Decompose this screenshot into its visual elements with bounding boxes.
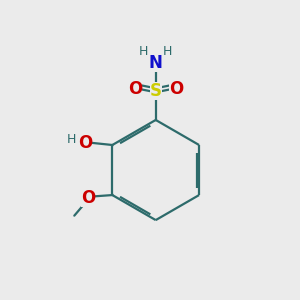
Text: O: O [169, 80, 183, 98]
Text: S: S [150, 82, 162, 100]
Text: H: H [67, 133, 76, 146]
Text: N: N [149, 54, 163, 72]
Text: O: O [128, 80, 142, 98]
Text: O: O [78, 134, 92, 152]
Text: O: O [81, 189, 95, 207]
Text: H: H [139, 45, 148, 58]
Text: H: H [163, 45, 172, 58]
